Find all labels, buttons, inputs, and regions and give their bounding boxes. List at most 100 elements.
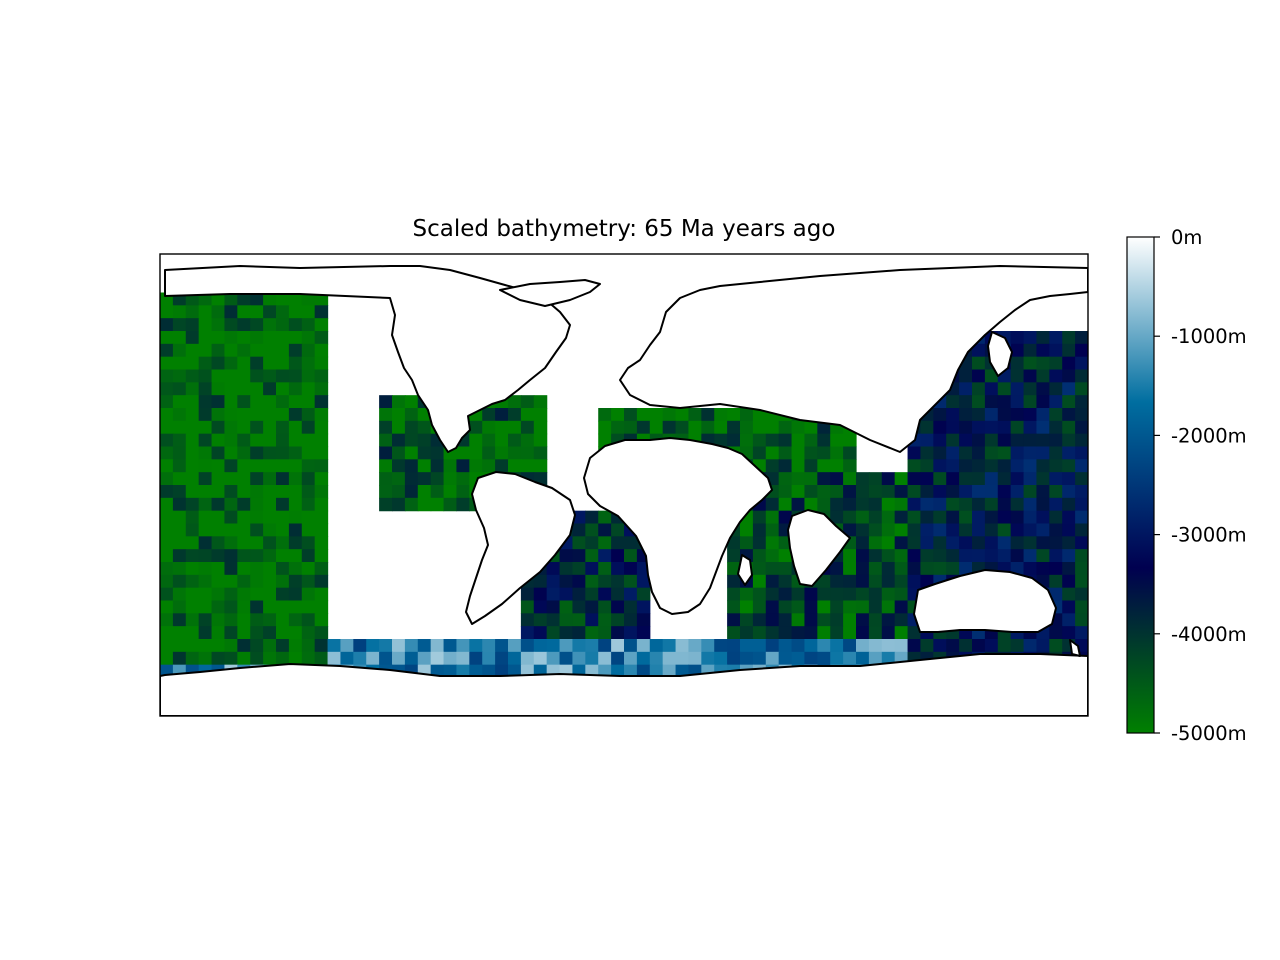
bathymetry-cell (740, 408, 754, 422)
bathymetry-cell (314, 485, 329, 499)
bathymetry-cell (237, 292, 251, 306)
bathymetry-cell (636, 651, 651, 666)
bathymetry-cell (830, 562, 844, 576)
bathymetry-cell (585, 613, 599, 627)
bathymetry-cell (520, 651, 535, 666)
bathymetry-cell (172, 331, 187, 345)
bathymetry-cell (894, 497, 909, 512)
bathymetry-cell (288, 600, 303, 614)
bathymetry-cell (817, 639, 831, 653)
bathymetry-cell (740, 600, 754, 614)
bathymetry-cell (469, 446, 483, 460)
bathymetry-cell (276, 472, 290, 486)
bathymetry-cell (288, 523, 303, 537)
bathymetry-cell (276, 446, 290, 460)
bathymetry-cell (172, 356, 187, 371)
bathymetry-cell (611, 523, 625, 537)
bathymetry-cell (160, 497, 174, 512)
bathymetry-cell (675, 639, 690, 653)
bathymetry-cell (817, 613, 831, 627)
bathymetry-cell (276, 356, 290, 371)
bathymetry-cell (263, 574, 277, 589)
bathymetry-cell (160, 331, 174, 345)
bathymetry-cell (211, 626, 226, 640)
bathymetry-cell (572, 510, 586, 525)
bathymetry-cell (830, 472, 844, 486)
bathymetry-cell (211, 510, 226, 525)
bathymetry-cell (301, 292, 316, 306)
map-frame (159, 253, 1089, 717)
bathymetry-cell (907, 497, 922, 512)
bathymetry-cell (250, 510, 264, 525)
bathymetry-cell (198, 613, 213, 627)
bathymetry-cell (263, 433, 277, 448)
bathymetry-cell (804, 472, 818, 486)
coastline-north-america (164, 265, 571, 453)
bathymetry-cell (160, 651, 174, 666)
bathymetry-cell (546, 651, 561, 666)
bathymetry-cell (714, 433, 728, 448)
bathymetry-cell (894, 626, 909, 640)
bathymetry-cell (172, 523, 187, 537)
bathymetry-cell (752, 639, 767, 653)
bathymetry-cell (185, 639, 200, 653)
bathymetry-cell (984, 472, 999, 486)
bathymetry-cell (688, 420, 702, 435)
bathymetry-cell (1062, 523, 1076, 537)
bathymetry-cell (417, 446, 432, 460)
bathymetry-cell (881, 562, 896, 576)
bathymetry-cell (276, 382, 290, 396)
bathymetry-cell (404, 459, 419, 473)
bathymetry-cell (843, 446, 857, 460)
bathymetry-cell (572, 600, 586, 614)
bathymetry-cell (959, 536, 973, 550)
bathymetry-cell (263, 485, 277, 499)
bathymetry-cell (972, 497, 986, 512)
bathymetry-cell (984, 395, 999, 409)
bathymetry-cell (920, 510, 934, 525)
bathymetry-cell (791, 613, 806, 627)
bathymetry-cell (752, 626, 767, 640)
bathymetry-cell (224, 369, 238, 383)
bathymetry-cell (160, 600, 174, 614)
bathymetry-cell (727, 549, 741, 563)
bathymetry-cell (856, 497, 870, 512)
bathymetry-cell (868, 510, 883, 525)
bathymetry-cell (559, 651, 574, 666)
bathymetry-cell (636, 587, 651, 602)
bathymetry-cell (546, 600, 561, 614)
bathymetry-cell (237, 472, 251, 486)
bathymetry-cell (546, 574, 561, 589)
bathymetry-cell (972, 549, 986, 563)
bathymetry-cell (920, 562, 934, 576)
bathymetry-cell (843, 613, 857, 627)
bathymetry-cell (250, 369, 264, 383)
bathymetry-cell (624, 587, 638, 602)
bathymetry-cell (1049, 497, 1063, 512)
bathymetry-cell (314, 613, 329, 627)
bathymetry-cell (933, 523, 947, 537)
bathymetry-cell (856, 549, 870, 563)
bathymetry-cell (894, 613, 909, 627)
bathymetry-cell (160, 536, 174, 550)
bathymetry-cell (598, 562, 612, 576)
bathymetry-cell (649, 420, 664, 435)
bathymetry-cell (611, 420, 625, 435)
bathymetry-cell (314, 497, 329, 512)
bathymetry-cell (1049, 382, 1063, 396)
bathymetry-cell (546, 587, 561, 602)
bathymetry-cell (533, 446, 548, 460)
bathymetry-cell (830, 600, 844, 614)
bathymetry-cell (404, 497, 419, 512)
bathymetry-cell (250, 446, 264, 460)
bathymetry-cell (997, 510, 1012, 525)
bathymetry-cell (920, 459, 934, 473)
bathymetry-cell (224, 497, 238, 512)
bathymetry-cell (997, 485, 1012, 499)
bathymetry-cell (727, 408, 741, 422)
bathymetry-cell (765, 446, 780, 460)
bathymetry-cell (482, 420, 496, 435)
bathymetry-cell (1075, 497, 1088, 512)
bathymetry-cell (972, 639, 986, 653)
bathymetry-cell (276, 587, 290, 602)
